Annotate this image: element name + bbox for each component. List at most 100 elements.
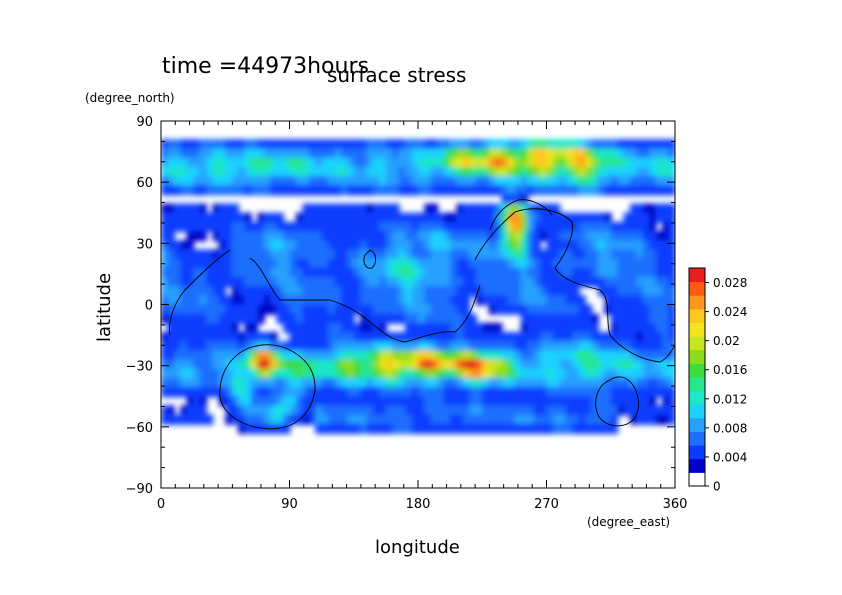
field-cell xyxy=(270,304,278,315)
field-cell xyxy=(623,350,631,361)
field-cell xyxy=(206,414,214,425)
colorbar-swatch xyxy=(689,363,705,378)
field-cell xyxy=(488,221,497,233)
field-cell xyxy=(527,221,535,233)
field-cell xyxy=(398,295,407,306)
field-cell xyxy=(630,267,638,278)
field-cell xyxy=(360,212,368,223)
field-cell xyxy=(283,277,291,288)
field-cell xyxy=(392,185,400,196)
field-cell xyxy=(475,212,484,223)
field-cell xyxy=(585,387,593,398)
field-cell xyxy=(475,368,484,379)
field-cell xyxy=(527,157,535,168)
field-cell xyxy=(321,240,329,251)
field-cell xyxy=(469,203,477,214)
field-cell xyxy=(655,387,664,398)
field-cell xyxy=(328,414,336,425)
field-cell xyxy=(540,258,548,269)
field-cell xyxy=(597,377,606,389)
field-cell xyxy=(559,166,567,178)
field-cell xyxy=(225,166,233,178)
field-cell xyxy=(225,203,233,214)
field-cell xyxy=(244,166,252,178)
field-cell xyxy=(340,157,349,168)
field-cell xyxy=(161,350,169,361)
field-cell xyxy=(559,185,567,196)
field-cell xyxy=(572,231,580,242)
field-cell xyxy=(250,185,259,196)
field-cell xyxy=(328,304,336,315)
field-cell xyxy=(597,368,606,379)
field-cell xyxy=(495,249,503,260)
field-cell xyxy=(597,185,606,196)
field-cell xyxy=(443,258,452,269)
field-cell xyxy=(385,148,394,159)
field-cell xyxy=(572,221,580,233)
field-cell xyxy=(328,148,336,159)
field-cell xyxy=(328,396,336,407)
field-cell xyxy=(565,176,574,187)
field-cell xyxy=(289,304,297,315)
field-cell xyxy=(430,157,439,168)
field-cell xyxy=(495,322,503,334)
field-cell xyxy=(340,341,349,352)
field-cell xyxy=(469,221,477,233)
field-cell xyxy=(161,139,169,150)
field-cell xyxy=(617,157,625,168)
field-cell xyxy=(231,377,240,389)
field-cell xyxy=(244,322,252,334)
field-cell xyxy=(443,304,452,315)
field-cell xyxy=(578,185,586,196)
field-cell xyxy=(218,267,227,278)
field-cell xyxy=(366,423,374,434)
field-cell xyxy=(366,185,374,196)
field-cell xyxy=(552,332,561,343)
field-cell xyxy=(193,295,201,306)
field-cell xyxy=(385,166,394,178)
field-cell xyxy=(379,332,387,343)
field-cell xyxy=(411,221,419,233)
field-cell xyxy=(186,139,195,150)
field-cell xyxy=(520,396,529,407)
field-cell xyxy=(546,359,554,370)
field-cell xyxy=(591,249,599,260)
field-cell xyxy=(585,212,593,223)
field-cell xyxy=(238,166,246,178)
field-cell xyxy=(585,176,593,187)
field-cell xyxy=(430,350,439,361)
field-cell xyxy=(572,212,580,223)
field-cell xyxy=(238,304,246,315)
field-cell xyxy=(610,313,619,324)
field-cell xyxy=(559,148,567,159)
field-cell xyxy=(585,322,593,334)
field-cell xyxy=(347,176,355,187)
field-cell xyxy=(488,249,497,260)
field-cell xyxy=(257,396,265,407)
field-cell xyxy=(250,240,259,251)
field-cell xyxy=(193,166,201,178)
field-cell xyxy=(340,368,349,379)
field-cell xyxy=(533,350,541,361)
field-cell xyxy=(373,267,381,278)
field-cell xyxy=(520,405,529,416)
field-cell xyxy=(565,166,574,178)
field-cell xyxy=(655,359,664,370)
field-cell xyxy=(173,350,182,361)
field-cell xyxy=(642,396,651,407)
field-cell xyxy=(463,322,471,334)
field-cell xyxy=(302,405,310,416)
field-cell xyxy=(597,258,606,269)
field-cell xyxy=(546,221,554,233)
field-cell xyxy=(199,148,207,159)
field-cell xyxy=(385,368,394,379)
field-cell xyxy=(610,166,619,178)
field-cell xyxy=(610,423,619,434)
field-cell xyxy=(520,231,529,242)
field-cell xyxy=(257,377,265,389)
field-cell xyxy=(283,341,291,352)
field-cell xyxy=(597,176,606,187)
field-cell xyxy=(520,414,529,425)
field-cell xyxy=(585,423,593,434)
field-cell xyxy=(379,240,387,251)
